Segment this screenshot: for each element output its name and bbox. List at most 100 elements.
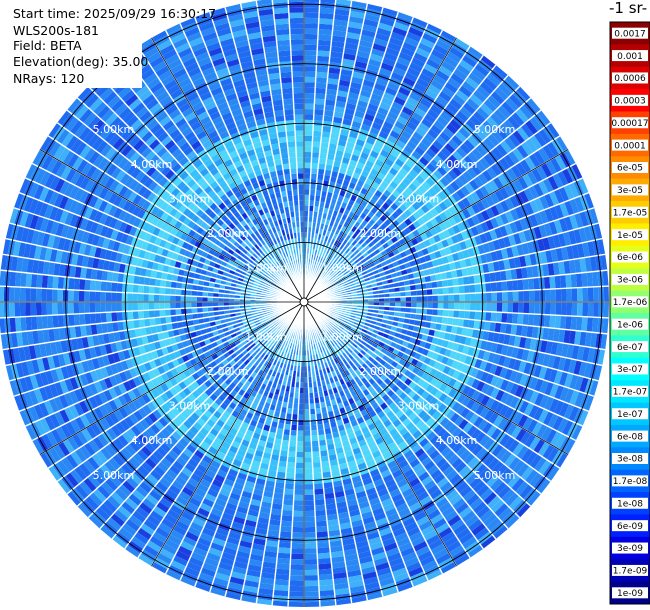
- range-gate-cell: [442, 465, 455, 477]
- range-gate-cell: [419, 495, 433, 507]
- range-gate-cell: [565, 315, 572, 330]
- range-gate-cell: [456, 371, 466, 383]
- range-gate-cell: [423, 190, 434, 201]
- range-gate-cell: [456, 393, 467, 405]
- range-gate-cell: [378, 464, 390, 474]
- range-gate-cell: [429, 396, 439, 407]
- range-gate-cell: [198, 572, 215, 583]
- range-gate-cell: [206, 488, 219, 498]
- range-gate-cell: [352, 171, 361, 180]
- range-gate-cell: [467, 151, 479, 164]
- range-gate-cell: [253, 367, 261, 374]
- range-gate-cell: [330, 359, 336, 366]
- range-gate-cell: [319, 450, 329, 457]
- range-gate-cell: [88, 439, 101, 454]
- range-gate-cell: [325, 94, 337, 101]
- range-gate-cell: [171, 479, 185, 491]
- range-gate-cell: [415, 545, 431, 557]
- range-gate-cell: [417, 550, 433, 562]
- range-gate-cell: [253, 316, 259, 322]
- range-gate-cell: [536, 165, 548, 181]
- range-gate-cell: [321, 328, 327, 334]
- range-gate-cell: [460, 363, 470, 374]
- range-gate-cell: [490, 163, 502, 177]
- range-gate-cell: [455, 445, 468, 458]
- range-gate-cell: [318, 579, 334, 586]
- range-gate-cell: [73, 388, 84, 403]
- range-gate-cell: [431, 352, 440, 361]
- range-gate-cell: [307, 221, 313, 228]
- range-gate-cell: [586, 316, 594, 333]
- range-gate-cell: [462, 489, 477, 502]
- range-gate-cell: [413, 540, 429, 552]
- range-gate-cell: [499, 366, 508, 379]
- range-gate-cell: [216, 469, 228, 479]
- range-gate-cell: [264, 419, 273, 427]
- range-gate-cell: [490, 204, 500, 217]
- range-gate-cell: [137, 553, 154, 567]
- range-gate-cell: [180, 409, 191, 420]
- range-gate-cell: [347, 164, 356, 172]
- range-gate-cell: [344, 349, 351, 357]
- range-gate-cell: [153, 357, 162, 368]
- range-gate-cell: [328, 249, 334, 256]
- range-gate-cell: [170, 315, 177, 323]
- range-gate-cell: [106, 322, 114, 333]
- range-gate-cell: [446, 254, 455, 264]
- range-gate-cell: [337, 457, 347, 465]
- range-gate-cell: [366, 267, 373, 274]
- range-gate-cell: [245, 337, 252, 343]
- range-gate-cell: [357, 462, 368, 471]
- range-gate-cell: [286, 462, 296, 468]
- range-gate-cell: [524, 388, 535, 403]
- range-gate-cell: [319, 257, 324, 263]
- range-gate-cell: [450, 234, 460, 245]
- range-gate-cell: [499, 212, 510, 226]
- range-gate-cell: [291, 532, 304, 538]
- range-gate-cell: [345, 169, 354, 177]
- range-gate-cell: [369, 251, 376, 259]
- range-gate-cell: [295, 451, 304, 458]
- range-gate-cell: [304, 468, 313, 474]
- range-gate-cell: [509, 369, 519, 383]
- range-gate-cell: [447, 423, 459, 435]
- range-gate-cell: [112, 321, 119, 333]
- range-gate-cell: [232, 345, 239, 353]
- range-gate-cell: [459, 293, 465, 302]
- range-gate-cell: [593, 302, 599, 318]
- range-gate-cell: [512, 302, 519, 314]
- range-gate-cell: [401, 417, 412, 427]
- range-gate-cell: [495, 143, 508, 157]
- range-gate-cell: [350, 76, 364, 85]
- range-gate-cell: [335, 343, 342, 350]
- range-gate-cell: [458, 465, 471, 478]
- range-gate-cell: [405, 421, 416, 432]
- range-gate-cell: [145, 351, 154, 362]
- range-gate-cell: [313, 206, 320, 212]
- range-gate-cell: [438, 382, 448, 393]
- range-gate-cell: [49, 341, 58, 356]
- range-gate-cell: [130, 424, 142, 437]
- range-gate-cell: [304, 130, 313, 136]
- range-gate-cell: [494, 365, 503, 377]
- range-gate-cell: [295, 462, 304, 469]
- range-gate-cell: [447, 216, 457, 227]
- range-gate-cell: [304, 526, 317, 533]
- range-gate-cell: [487, 495, 502, 510]
- range-gate-cell: [214, 497, 228, 508]
- range-gate-cell: [403, 125, 415, 136]
- range-gate-cell: [165, 569, 182, 581]
- range-gate-cell: [184, 462, 196, 473]
- range-gate-cell: [490, 250, 498, 262]
- range-gate-cell: [555, 342, 564, 357]
- range-gate-cell: [333, 357, 339, 365]
- range-gate-cell: [438, 201, 448, 212]
- range-gate-cell: [379, 167, 389, 177]
- range-gate-cell: [304, 184, 311, 190]
- range-gate-cell: [332, 30, 347, 38]
- range-gate-cell: [393, 96, 407, 107]
- range-gate-cell: [449, 118, 462, 131]
- range-gate-cell: [117, 321, 124, 332]
- range-gate-cell: [98, 378, 109, 392]
- range-gate-cell: [344, 488, 356, 496]
